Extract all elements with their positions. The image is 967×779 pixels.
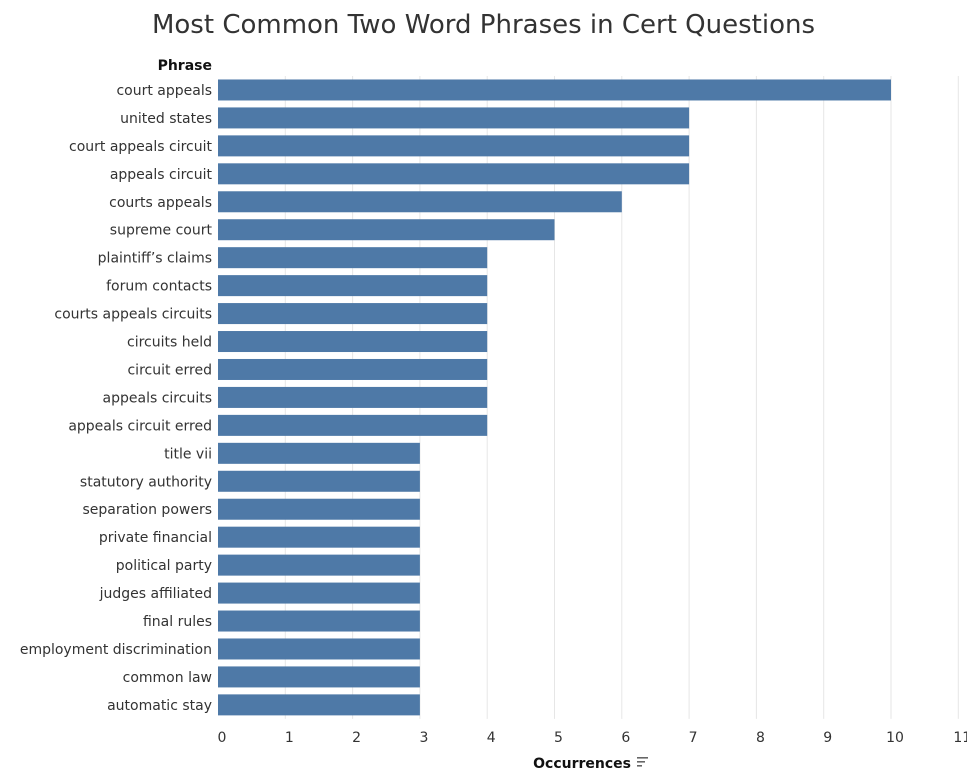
bar[interactable] xyxy=(218,582,420,604)
category-label[interactable]: courts appeals circuits xyxy=(54,307,212,323)
bar[interactable] xyxy=(218,638,420,660)
category-label[interactable]: separation powers xyxy=(82,502,212,518)
category-label[interactable]: circuit erred xyxy=(127,362,212,378)
bar[interactable] xyxy=(218,219,555,241)
x-axis-title[interactable]: Occurrences xyxy=(533,756,631,772)
x-axis-ticks: 0 1 2 3 4 5 6 7 8 9 10 11 xyxy=(218,730,967,746)
x-tick-label: 9 xyxy=(823,730,832,746)
category-label[interactable]: statutory authority xyxy=(80,474,212,490)
category-label[interactable]: appeals circuits xyxy=(103,390,212,406)
bar[interactable] xyxy=(218,470,420,492)
x-tick-label: 3 xyxy=(419,730,428,746)
bar[interactable] xyxy=(218,303,488,325)
category-header[interactable]: Phrase xyxy=(158,58,212,74)
category-label[interactable]: judges affiliated xyxy=(99,586,212,602)
x-tick-label: 11 xyxy=(953,730,967,746)
category-label[interactable]: plaintiff’s claims xyxy=(98,251,212,267)
x-tick-label: 8 xyxy=(756,730,765,746)
bar[interactable] xyxy=(218,610,420,632)
bar[interactable] xyxy=(218,358,488,380)
category-label[interactable]: common law xyxy=(123,670,212,686)
bar[interactable] xyxy=(218,386,488,408)
category-label[interactable]: court appeals circuit xyxy=(69,139,213,155)
sort-descending-icon[interactable] xyxy=(637,757,648,767)
bar[interactable] xyxy=(218,191,622,213)
category-label[interactable]: employment discrimination xyxy=(20,642,212,658)
category-label[interactable]: title vii xyxy=(164,446,212,462)
x-tick-label: 4 xyxy=(487,730,496,746)
category-label[interactable]: forum contacts xyxy=(106,279,212,295)
bar[interactable] xyxy=(218,694,420,716)
x-tick-label: 0 xyxy=(218,730,227,746)
bars xyxy=(218,79,891,716)
bar[interactable] xyxy=(218,163,690,185)
bar[interactable] xyxy=(218,498,420,520)
x-tick-label: 7 xyxy=(689,730,698,746)
category-label[interactable]: automatic stay xyxy=(107,698,212,714)
category-label[interactable]: court appeals xyxy=(116,83,212,99)
category-label[interactable]: appeals circuit xyxy=(110,167,213,183)
x-tick-label: 10 xyxy=(886,730,904,746)
bar[interactable] xyxy=(218,247,488,269)
bar[interactable] xyxy=(218,331,488,353)
x-tick-label: 6 xyxy=(621,730,630,746)
bar[interactable] xyxy=(218,135,690,157)
x-tick-label: 1 xyxy=(285,730,294,746)
category-label[interactable]: political party xyxy=(116,558,212,574)
bar[interactable] xyxy=(218,275,488,297)
x-tick-label: 5 xyxy=(554,730,563,746)
bar[interactable] xyxy=(218,79,891,101)
category-label[interactable]: private financial xyxy=(99,530,212,546)
category-label[interactable]: final rules xyxy=(143,614,212,630)
bar[interactable] xyxy=(218,442,420,464)
category-label[interactable]: circuits held xyxy=(127,335,212,351)
x-tick-label: 2 xyxy=(352,730,361,746)
category-label[interactable]: supreme court xyxy=(110,223,213,239)
category-labels: court appeals united states court appeals … xyxy=(20,83,213,714)
bar[interactable] xyxy=(218,666,420,688)
category-label[interactable]: united states xyxy=(120,111,212,127)
bar[interactable] xyxy=(218,107,690,129)
bar[interactable] xyxy=(218,414,488,436)
category-label[interactable]: appeals circuit erred xyxy=(68,418,212,434)
category-label[interactable]: courts appeals xyxy=(109,195,212,211)
bar[interactable] xyxy=(218,554,420,576)
x-axis-title-group[interactable]: Occurrences xyxy=(533,756,648,772)
chart-title: Most Common Two Word Phrases in Cert Que… xyxy=(151,10,816,40)
bar[interactable] xyxy=(218,526,420,548)
